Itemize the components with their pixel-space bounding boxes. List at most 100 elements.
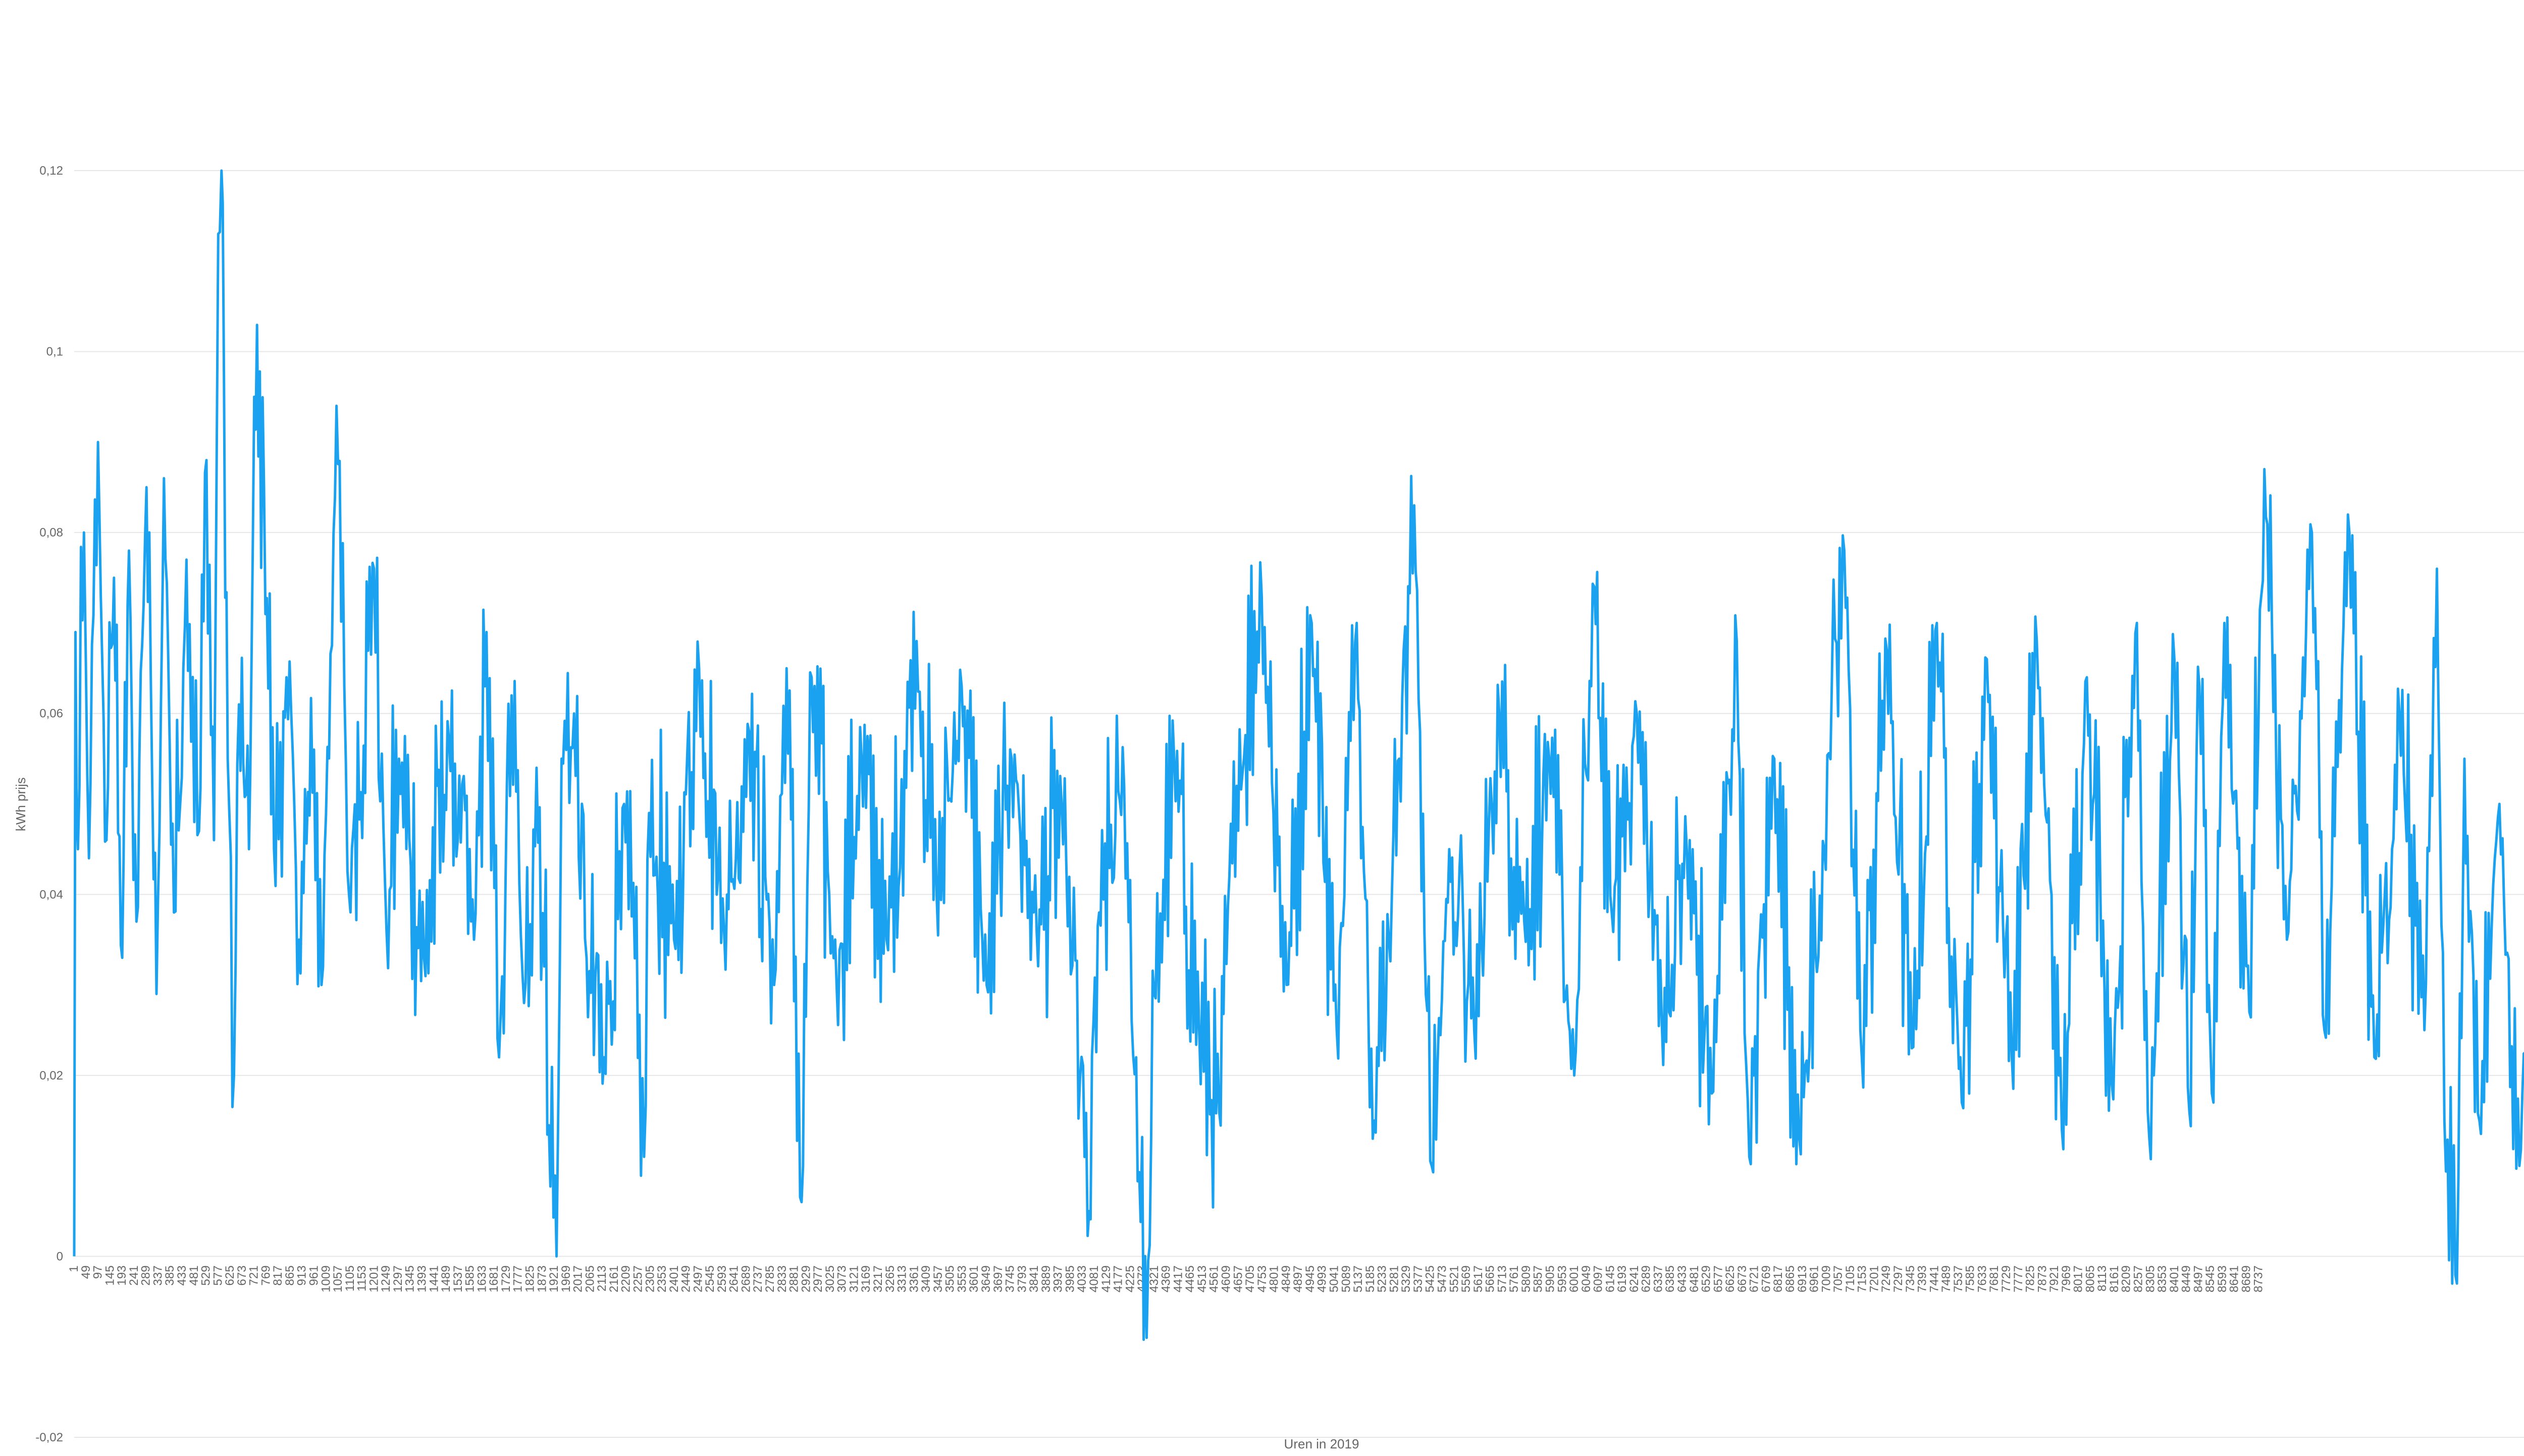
x-tick-label: 1489 bbox=[439, 1265, 453, 1292]
x-tick-label: 5857 bbox=[1532, 1265, 1545, 1292]
x-tick-label: 6769 bbox=[1759, 1265, 1773, 1292]
x-tick-label: 2017 bbox=[571, 1265, 585, 1292]
x-tick-label: 6289 bbox=[1640, 1265, 1653, 1292]
x-tick-label: 1441 bbox=[427, 1265, 441, 1292]
x-tick-label: 6433 bbox=[1675, 1265, 1689, 1292]
x-tick-label: 7153 bbox=[1856, 1265, 1869, 1292]
x-tick-label: 5041 bbox=[1328, 1265, 1341, 1292]
x-tick-label: 2065 bbox=[583, 1265, 597, 1292]
x-tick-label: 1297 bbox=[391, 1265, 405, 1292]
x-tick-label: 865 bbox=[283, 1265, 297, 1285]
x-tick-label: 6673 bbox=[1736, 1265, 1749, 1292]
x-tick-label: 4129 bbox=[1099, 1265, 1113, 1292]
x-tick-label: 8065 bbox=[2083, 1265, 2097, 1292]
x-tick-label: 5521 bbox=[1447, 1265, 1461, 1292]
x-tick-label: 4369 bbox=[1160, 1265, 1173, 1292]
x-tick-label: 3169 bbox=[859, 1265, 873, 1292]
x-tick-label: 8305 bbox=[2143, 1265, 2157, 1292]
x-tick-label: 1585 bbox=[463, 1265, 477, 1292]
x-tick-label: 5089 bbox=[1339, 1265, 1353, 1292]
x-tick-label: 8737 bbox=[2251, 1265, 2265, 1292]
x-tick-label: 6529 bbox=[1700, 1265, 1713, 1292]
x-tick-label: 1057 bbox=[331, 1265, 345, 1292]
x-tick-label: 625 bbox=[223, 1265, 237, 1285]
x-tick-label: 3937 bbox=[1051, 1265, 1065, 1292]
x-tick-label: 721 bbox=[247, 1265, 261, 1285]
x-tick-label: 8449 bbox=[2180, 1265, 2193, 1292]
x-tick-label: 5329 bbox=[1399, 1265, 1413, 1292]
x-tick-label: 8161 bbox=[2108, 1265, 2121, 1292]
x-tick-label: 8113 bbox=[2095, 1265, 2109, 1291]
x-axis-ticks: 1499714519324128933738543348152957762567… bbox=[67, 1265, 2265, 1292]
x-tick-label: 529 bbox=[199, 1265, 213, 1285]
x-tick-label: 4465 bbox=[1183, 1265, 1197, 1292]
x-tick-label: 7105 bbox=[1844, 1265, 1857, 1292]
x-tick-label: 337 bbox=[151, 1265, 165, 1285]
series-layer bbox=[73, 169, 2524, 1341]
x-tick-label: 2977 bbox=[811, 1265, 825, 1292]
x-tick-label: 5377 bbox=[1411, 1265, 1425, 1292]
x-tick-label: 8641 bbox=[2228, 1265, 2241, 1292]
x-tick-label: 3073 bbox=[835, 1265, 849, 1292]
x-tick-label: 6961 bbox=[1808, 1265, 1821, 1292]
x-tick-label: 193 bbox=[115, 1265, 129, 1285]
x-tick-label: 4513 bbox=[1195, 1265, 1209, 1292]
x-tick-label: 3313 bbox=[896, 1265, 909, 1292]
x-tick-label: 8257 bbox=[2132, 1265, 2145, 1292]
x-tick-label: 7585 bbox=[1964, 1265, 1977, 1292]
x-tick-label: 289 bbox=[139, 1265, 153, 1285]
x-tick-label: 6385 bbox=[1663, 1265, 1677, 1292]
x-tick-label: 913 bbox=[295, 1265, 309, 1285]
x-tick-label: 4609 bbox=[1220, 1265, 1233, 1292]
x-tick-label: 4753 bbox=[1255, 1265, 1269, 1292]
x-tick-label: 1537 bbox=[451, 1265, 465, 1292]
x-tick-label: 1249 bbox=[379, 1265, 393, 1292]
x-tick-label: 4417 bbox=[1171, 1265, 1185, 1292]
x-tick-label: 8593 bbox=[2216, 1265, 2229, 1292]
x-tick-label: 145 bbox=[103, 1265, 117, 1285]
x-tick-label: 1153 bbox=[355, 1265, 369, 1291]
x-tick-label: 3553 bbox=[955, 1265, 969, 1292]
x-tick-label: 7825 bbox=[2024, 1265, 2037, 1292]
x-tick-label: 7345 bbox=[1904, 1265, 1917, 1292]
x-tick-label: 5665 bbox=[1484, 1265, 1497, 1292]
x-tick-label: 1969 bbox=[559, 1265, 573, 1292]
x-tick-label: 3025 bbox=[823, 1265, 837, 1292]
x-tick-label: 8689 bbox=[2240, 1265, 2253, 1292]
x-tick-label: 5185 bbox=[1363, 1265, 1377, 1292]
x-tick-label: 4033 bbox=[1075, 1265, 1089, 1292]
x-tick-label: 5233 bbox=[1376, 1265, 1389, 1292]
x-tick-label: 8497 bbox=[2191, 1265, 2205, 1292]
x-tick-label: 4657 bbox=[1231, 1265, 1245, 1292]
y-tick-label: 0,08 bbox=[39, 526, 63, 540]
x-tick-label: 97 bbox=[91, 1265, 105, 1279]
x-tick-label: 7873 bbox=[2035, 1265, 2049, 1292]
x-tick-label: 1681 bbox=[487, 1265, 501, 1292]
x-tick-label: 5569 bbox=[1459, 1265, 1473, 1292]
x-tick-label: 2641 bbox=[727, 1265, 741, 1292]
x-tick-label: 5905 bbox=[1543, 1265, 1557, 1292]
x-tick-label: 8017 bbox=[2072, 1265, 2085, 1292]
y-axis-ticks: -0,02 0 0,02 0,04 0,06 0,08 0,1 0,12 bbox=[35, 164, 63, 1444]
x-tick-label: 5473 bbox=[1436, 1265, 1449, 1292]
x-tick-label: 1873 bbox=[535, 1265, 549, 1292]
x-tick-label: 7393 bbox=[1916, 1265, 1929, 1292]
x-tick-label: 961 bbox=[307, 1265, 321, 1285]
y-tick-label: 0 bbox=[57, 1250, 63, 1263]
x-tick-label: 3217 bbox=[871, 1265, 885, 1292]
x-tick-label: 3649 bbox=[979, 1265, 993, 1292]
x-tick-label: 4177 bbox=[1112, 1265, 1125, 1292]
x-tick-label: 4321 bbox=[1147, 1265, 1161, 1292]
x-tick-label: 6337 bbox=[1651, 1265, 1665, 1292]
x-tick-label: 7537 bbox=[1952, 1265, 1965, 1292]
x-tick-label: 6865 bbox=[1783, 1265, 1797, 1292]
x-tick-label: 6625 bbox=[1723, 1265, 1737, 1292]
x-tick-label: 5953 bbox=[1555, 1265, 1569, 1292]
x-tick-label: 1777 bbox=[511, 1265, 525, 1292]
x-tick-label: 4849 bbox=[1279, 1265, 1293, 1292]
x-tick-label: 6481 bbox=[1688, 1265, 1701, 1292]
x-tick-label: 2353 bbox=[655, 1265, 669, 1292]
x-tick-label: 3745 bbox=[1004, 1265, 1017, 1292]
x-tick-label: 7921 bbox=[2047, 1265, 2061, 1292]
x-tick-label: 5761 bbox=[1507, 1265, 1521, 1292]
